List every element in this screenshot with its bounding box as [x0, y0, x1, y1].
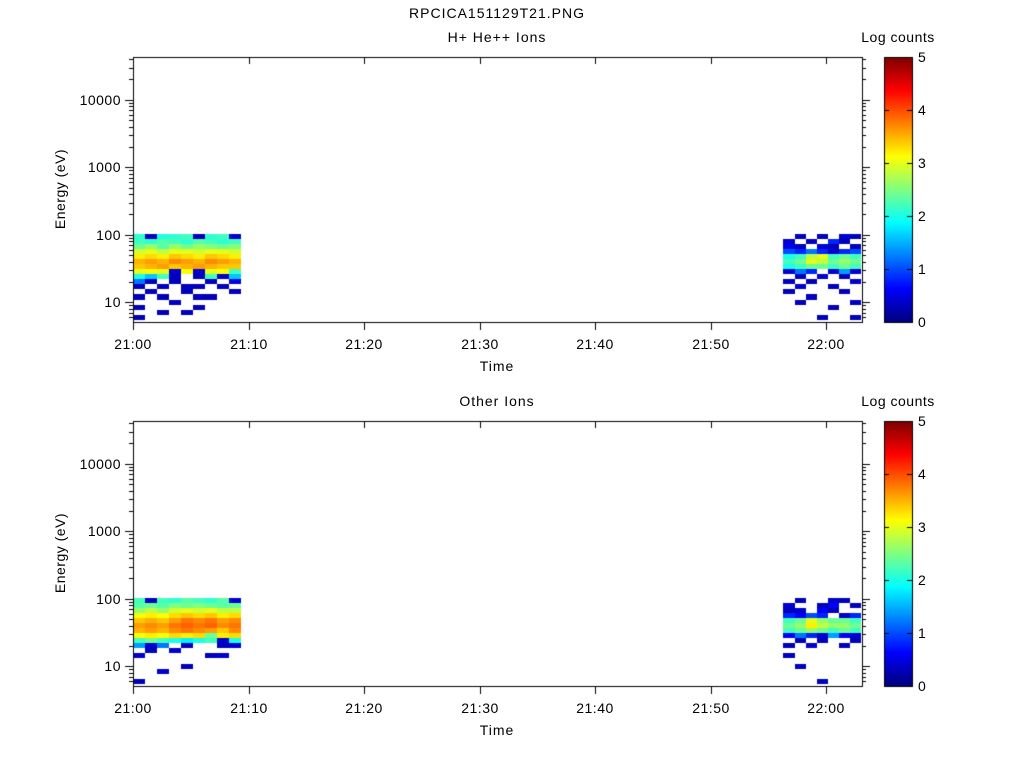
x-tick-label: 21:10 — [230, 336, 268, 352]
colorbar-tick-label: 1 — [918, 261, 927, 277]
x-tick-label: 21:50 — [692, 336, 730, 352]
y-tick-label: 100 — [96, 591, 121, 607]
y-tick-label: 10 — [104, 294, 121, 310]
colorbar-tick-label: 2 — [918, 208, 927, 224]
y-tick-label: 1000 — [87, 159, 121, 175]
y-tick-label: 100 — [96, 227, 121, 243]
x-tick-label: 21:40 — [576, 336, 614, 352]
figure-title: RPCICA151129T21.PNG — [409, 5, 585, 21]
panel2-colorbar-title: Log counts — [861, 393, 935, 409]
colorbar-tick-label: 0 — [918, 678, 927, 694]
x-tick-label: 21:00 — [114, 336, 152, 352]
x-tick-label: 22:00 — [807, 700, 845, 716]
x-tick-label: 21:40 — [576, 700, 614, 716]
y-tick-label: 10000 — [79, 456, 121, 472]
x-tick-label: 21:00 — [114, 700, 152, 716]
colorbar-tick-label: 2 — [918, 572, 927, 588]
colorbar-tick-label: 1 — [918, 625, 927, 641]
panel2-x-axis-label: Time — [479, 722, 515, 738]
colorbar-tick-label: 5 — [918, 413, 927, 429]
colorbar-tick-label: 3 — [918, 155, 927, 171]
x-tick-label: 21:10 — [230, 700, 268, 716]
x-tick-label: 21:30 — [461, 700, 499, 716]
panel1-colorbar-title: Log counts — [861, 29, 935, 45]
panel2-title: Other Ions — [459, 393, 535, 409]
x-tick-label: 21:20 — [345, 336, 383, 352]
colorbar-tick-label: 3 — [918, 519, 927, 535]
colorbar-tick-label: 5 — [918, 49, 927, 65]
y-tick-label: 1000 — [87, 523, 121, 539]
y-tick-label: 10 — [104, 658, 121, 674]
x-tick-label: 21:50 — [692, 700, 730, 716]
panel1-title: H+ He++ Ions — [447, 29, 547, 45]
colorbar-tick-label: 4 — [918, 466, 927, 482]
x-tick-label: 21:30 — [461, 336, 499, 352]
panel1-x-axis-label: Time — [479, 358, 515, 374]
x-tick-label: 22:00 — [807, 336, 845, 352]
colorbar-tick-label: 0 — [918, 314, 927, 330]
colorbar-tick-label: 4 — [918, 102, 927, 118]
y-tick-label: 10000 — [79, 92, 121, 108]
x-tick-label: 21:20 — [345, 700, 383, 716]
